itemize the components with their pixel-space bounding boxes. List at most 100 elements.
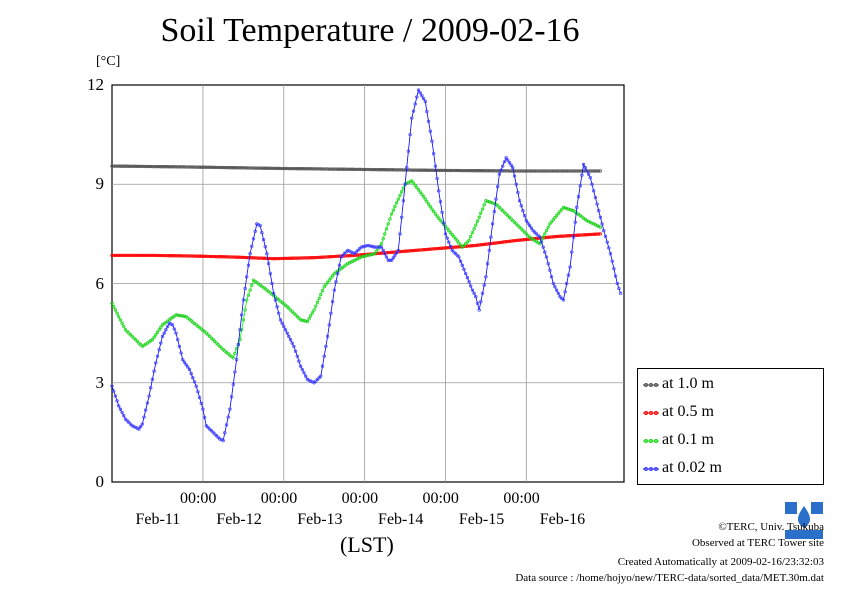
data-point	[349, 260, 353, 264]
data-point	[420, 94, 424, 98]
data-point	[425, 168, 429, 172]
data-point	[197, 254, 202, 258]
data-point	[240, 313, 244, 317]
data-point	[202, 165, 207, 169]
data-point	[315, 255, 320, 260]
data-point	[344, 250, 348, 254]
data-point	[138, 424, 143, 429]
data-point	[421, 168, 426, 172]
data-point	[496, 185, 500, 189]
data-point	[155, 253, 160, 258]
data-point	[147, 394, 151, 398]
data-point	[191, 376, 195, 380]
data-point	[170, 254, 175, 258]
data-point	[352, 167, 357, 172]
data-point	[551, 169, 555, 173]
data-point	[533, 169, 537, 173]
data-point	[551, 235, 555, 239]
data-point	[548, 268, 552, 272]
data-point	[509, 163, 513, 167]
data-point	[558, 295, 562, 299]
data-point	[588, 220, 592, 224]
data-point	[277, 256, 281, 261]
data-point	[408, 132, 412, 137]
data-point	[560, 234, 564, 238]
data-point	[219, 438, 224, 442]
data-point	[590, 232, 594, 237]
data-point	[369, 244, 374, 248]
data-point	[482, 242, 486, 247]
data-point	[214, 341, 219, 345]
data-point	[162, 253, 166, 258]
data-point	[189, 165, 193, 169]
data-point	[330, 274, 335, 278]
data-point	[176, 254, 180, 258]
data-point	[568, 234, 572, 238]
data-point	[278, 256, 283, 261]
data-point	[433, 164, 438, 168]
data-point	[266, 166, 271, 170]
data-point	[174, 254, 178, 258]
data-point	[553, 169, 557, 173]
data-point	[117, 253, 121, 258]
data-point	[586, 232, 591, 237]
data-point	[304, 319, 308, 323]
data-point	[307, 317, 311, 321]
data-point	[347, 167, 352, 171]
data-point	[356, 257, 360, 261]
data-point	[127, 331, 131, 335]
data-point	[511, 166, 515, 170]
data-point	[263, 245, 267, 249]
data-point	[435, 176, 439, 181]
data-point	[201, 407, 205, 411]
data-point	[170, 323, 175, 327]
data-point	[465, 244, 470, 248]
data-point	[509, 239, 513, 243]
data-point	[250, 256, 254, 260]
data-point	[356, 167, 360, 172]
data-point	[472, 243, 476, 248]
data-point	[551, 218, 555, 222]
data-point	[285, 331, 289, 335]
data-point	[351, 167, 355, 171]
data-point	[258, 256, 262, 260]
data-point	[118, 164, 123, 168]
data-point	[383, 168, 387, 172]
data-point	[406, 249, 411, 253]
data-point	[208, 254, 212, 259]
data-point	[450, 168, 454, 173]
data-point	[445, 236, 449, 240]
data-point	[474, 169, 478, 173]
data-point	[133, 164, 138, 168]
data-point	[334, 167, 338, 171]
data-point	[359, 245, 363, 249]
data-point	[426, 168, 431, 172]
data-point	[497, 240, 502, 245]
data-point	[138, 343, 143, 347]
data-point	[120, 253, 124, 258]
data-point	[251, 256, 256, 260]
data-point	[192, 380, 197, 384]
data-point	[297, 167, 301, 171]
legend-swatch-marker	[644, 467, 648, 471]
data-point	[475, 243, 480, 247]
data-point	[292, 256, 296, 260]
data-point	[544, 235, 549, 240]
data-point	[361, 167, 365, 172]
data-point	[118, 253, 123, 258]
data-point	[381, 168, 385, 172]
data-point	[447, 228, 451, 233]
data-point	[607, 246, 611, 250]
data-point	[320, 364, 325, 368]
data-point	[270, 256, 274, 261]
data-point	[361, 254, 365, 259]
data-point	[371, 245, 375, 249]
data-point	[506, 169, 510, 173]
data-point	[154, 164, 158, 169]
data-point	[336, 167, 340, 171]
data-point	[228, 166, 232, 170]
data-point	[295, 167, 299, 171]
x-tick-time: 00:00	[260, 490, 298, 507]
data-point	[533, 237, 537, 241]
data-point	[406, 168, 411, 172]
